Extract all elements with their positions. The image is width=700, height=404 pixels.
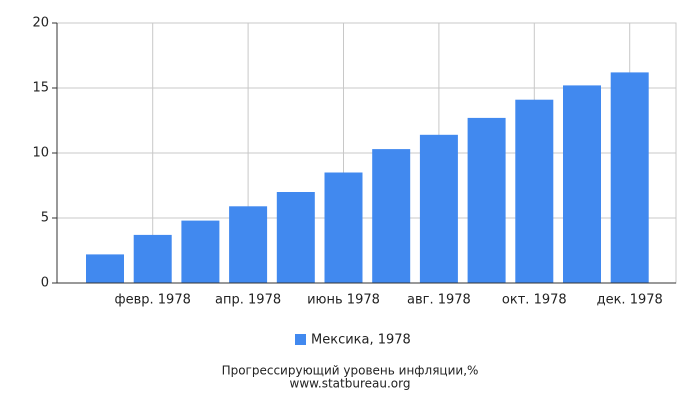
y-tick-label: 10 (32, 146, 49, 161)
bar (563, 85, 601, 284)
x-tick-label: окт. 1978 (502, 293, 567, 308)
bar (181, 220, 220, 283)
chart-title: Прогрессирующий уровень инфляции,% (222, 364, 479, 378)
bar (515, 99, 554, 283)
y-tick-label: 5 (41, 211, 49, 226)
bar (133, 234, 172, 283)
bar (467, 117, 506, 284)
x-tick-label: февр. 1978 (115, 293, 191, 308)
bar (229, 206, 268, 283)
y-tick-label: 0 (41, 276, 49, 291)
x-tick-label: апр. 1978 (215, 293, 281, 308)
chart-subtitle: www.statbureau.org (290, 377, 411, 391)
y-tick-label: 20 (32, 16, 49, 31)
y-tick-label: 15 (32, 81, 49, 96)
bar (324, 172, 363, 283)
bar (372, 149, 411, 283)
x-tick-label: июнь 1978 (307, 293, 380, 308)
x-tick-label: авг. 1978 (407, 293, 471, 308)
bar (610, 72, 649, 284)
legend-label: Мексика, 1978 (311, 333, 411, 348)
bar (419, 134, 458, 283)
x-tick-label: дек. 1978 (597, 293, 663, 308)
bar (276, 192, 315, 283)
legend-swatch (295, 334, 306, 345)
bar (86, 254, 124, 283)
